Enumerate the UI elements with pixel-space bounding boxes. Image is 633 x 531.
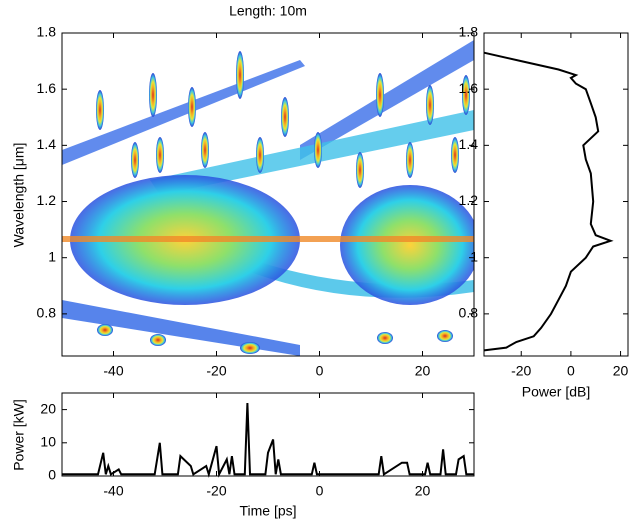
x-tick-label: 0: [316, 363, 324, 379]
x-tick-label: 0: [316, 483, 324, 499]
x-tick-label: -20: [206, 483, 226, 499]
chart-title: Length: 10m: [229, 3, 307, 19]
data-line: [62, 402, 474, 478]
plot-frame: [61, 32, 475, 357]
x-axis-label: Power [dB]: [522, 384, 590, 400]
x-tick-label: -40: [103, 363, 123, 379]
x-tick-label: 20: [415, 363, 431, 379]
y-tick-label: 20: [40, 400, 56, 416]
y-tick-label: 1.2: [37, 192, 57, 208]
y-tick-label: 10: [40, 434, 56, 450]
y-tick-label: 1.6: [37, 80, 57, 96]
x-tick-label: -20: [206, 363, 226, 379]
y-tick-label: 0.8: [459, 305, 479, 321]
y-tick-label: 1.4: [459, 136, 479, 152]
x-tick-label: 0: [567, 363, 575, 379]
y-axis-label: Wavelength [μm]: [11, 143, 27, 248]
plot-frame: [483, 32, 629, 357]
y-tick-label: 1.8: [459, 24, 479, 40]
x-tick-label: -40: [103, 483, 123, 499]
y-tick-label: 0: [48, 467, 56, 483]
y-tick-label: 1: [470, 248, 478, 264]
spectrogram-image: [62, 40, 474, 356]
x-tick-label: -20: [511, 363, 531, 379]
data-line: [483, 51, 614, 352]
y-tick-label: 1.6: [459, 80, 479, 96]
y-tick-label: 1.2: [459, 192, 479, 208]
plot-frame: [61, 392, 475, 477]
y-tick-label: 1.4: [37, 136, 57, 152]
y-axis-label: Power [kW]: [11, 399, 27, 471]
x-tick-label: 20: [613, 363, 629, 379]
y-tick-label: 1.8: [37, 24, 57, 40]
y-tick-label: 1: [48, 248, 56, 264]
x-tick-label: 20: [415, 483, 431, 499]
x-axis-label: Time [ps]: [239, 503, 296, 519]
y-tick-label: 0.8: [37, 305, 57, 321]
